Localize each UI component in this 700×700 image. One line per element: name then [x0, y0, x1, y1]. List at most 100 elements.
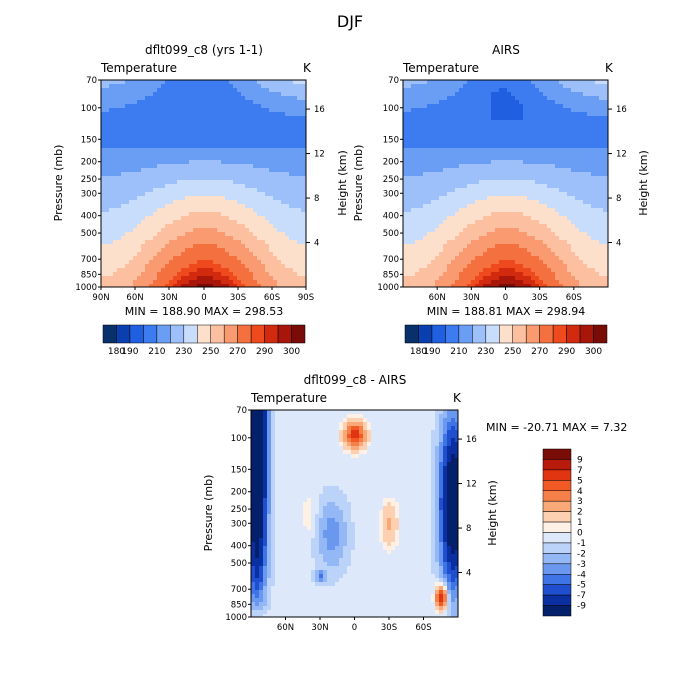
field-cell	[121, 164, 126, 169]
field-cell	[277, 200, 282, 205]
field-cell	[587, 212, 592, 217]
field-cell	[125, 148, 130, 153]
field-cell	[293, 228, 298, 233]
field-cell	[475, 112, 480, 117]
field-cell	[455, 92, 460, 97]
field-cell	[559, 100, 564, 105]
field-cell	[153, 216, 158, 221]
field-cell	[125, 128, 130, 133]
field-cell	[125, 124, 130, 129]
field-cell	[133, 208, 138, 213]
field-cell	[145, 248, 150, 253]
field-cell	[415, 240, 420, 245]
field-cell	[293, 152, 298, 157]
field-cell	[169, 96, 174, 101]
field-cell	[141, 132, 146, 137]
field-cell	[173, 176, 178, 181]
field-cell	[427, 88, 432, 93]
field-cell	[551, 100, 556, 105]
field-cell	[161, 228, 166, 233]
field-cell	[451, 168, 456, 173]
field-cell	[169, 280, 174, 285]
field-cell	[233, 172, 238, 177]
field-cell	[253, 276, 258, 281]
field-cell	[237, 204, 242, 209]
field-cell	[229, 280, 234, 285]
field-cell	[567, 192, 572, 197]
field-cell	[117, 200, 122, 205]
field-cell	[165, 92, 170, 97]
field-cell	[193, 168, 198, 173]
field-cell	[145, 224, 150, 229]
field-cell	[603, 124, 608, 129]
field-cell	[149, 264, 154, 269]
field-cell	[121, 172, 126, 177]
field-cell	[415, 212, 420, 217]
field-cell	[411, 168, 416, 173]
field-cell	[491, 88, 496, 93]
field-cell	[439, 80, 444, 85]
field-cell	[273, 80, 278, 85]
field-cell	[161, 256, 166, 261]
field-cell	[145, 228, 150, 233]
field-cell	[495, 172, 500, 177]
field-cell	[467, 116, 472, 121]
field-cell	[121, 244, 126, 249]
field-cell	[575, 224, 580, 229]
field-cell	[197, 188, 202, 193]
field-cell	[455, 180, 460, 185]
field-cell	[161, 276, 166, 281]
field-cell	[197, 120, 202, 125]
field-cell	[487, 96, 492, 101]
field-cell	[543, 104, 548, 109]
field-cell	[273, 224, 278, 229]
field-cell	[527, 128, 532, 133]
field-cell	[209, 236, 214, 241]
field-cell	[443, 228, 448, 233]
field-cell	[527, 196, 532, 201]
field-cell	[463, 100, 468, 105]
field-cell	[125, 164, 130, 169]
field-cell	[109, 132, 114, 137]
field-cell	[579, 196, 584, 201]
field-cell	[459, 152, 464, 157]
field-cell	[237, 164, 242, 169]
field-cell	[467, 192, 472, 197]
field-cell	[447, 164, 452, 169]
field-cell	[289, 260, 294, 265]
field-cell	[403, 84, 408, 89]
field-cell	[289, 96, 294, 101]
field-cell	[185, 236, 190, 241]
field-cell	[459, 124, 464, 129]
field-cell	[419, 192, 424, 197]
field-cell	[483, 100, 488, 105]
field-cell	[109, 220, 114, 225]
field-cell	[579, 136, 584, 141]
field-cell	[297, 272, 302, 277]
field-cell	[563, 148, 568, 153]
field-cell	[117, 284, 122, 287]
field-cell	[297, 204, 302, 209]
field-cell	[511, 124, 516, 129]
field-cell	[575, 212, 580, 217]
field-cell	[459, 88, 464, 93]
field-cell	[587, 136, 592, 141]
field-cell	[229, 108, 234, 113]
field-cell	[483, 84, 488, 89]
field-cell	[443, 88, 448, 93]
field-cell	[245, 248, 250, 253]
field-cell	[265, 280, 270, 285]
field-cell	[463, 208, 468, 213]
field-cell	[109, 100, 114, 105]
field-cell	[567, 228, 572, 233]
field-cell	[471, 108, 476, 113]
field-cell	[301, 140, 306, 145]
field-cell	[201, 260, 206, 265]
field-cell	[435, 204, 440, 209]
field-cell	[197, 256, 202, 261]
field-cell	[197, 176, 202, 181]
field-cell	[435, 112, 440, 117]
field-cell	[245, 172, 250, 177]
field-cell	[419, 200, 424, 205]
field-cell	[201, 80, 206, 85]
